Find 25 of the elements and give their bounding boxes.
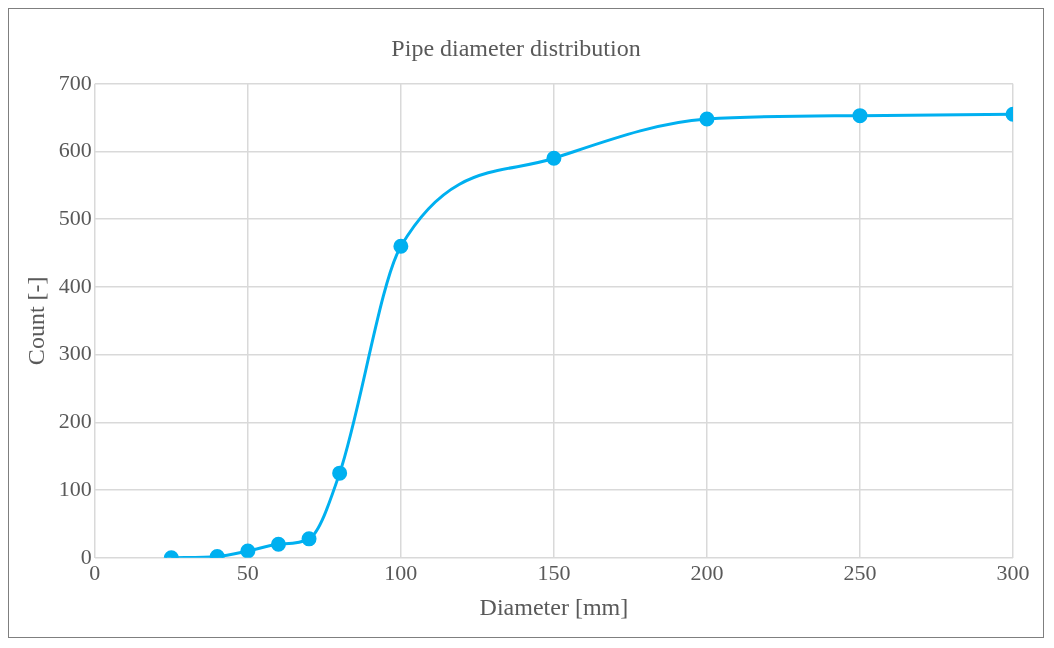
x-tick-label: 300 xyxy=(996,559,1030,585)
point xyxy=(393,238,409,254)
point xyxy=(240,543,256,558)
y-tick-label: 0 xyxy=(80,543,92,569)
y-tick-label: 700 xyxy=(58,69,92,95)
point xyxy=(332,465,348,481)
chart-title: Pipe diameter distribution xyxy=(391,34,641,61)
point xyxy=(852,108,868,124)
point xyxy=(699,111,715,127)
point xyxy=(301,531,317,547)
point xyxy=(270,536,286,552)
y-tick-label: 300 xyxy=(58,340,92,366)
y-tick-label: 100 xyxy=(58,475,92,501)
point xyxy=(546,150,562,166)
x-axis-title: Diameter [mm] xyxy=(479,593,629,620)
x-tick-label: 200 xyxy=(690,559,724,585)
y-tick-label: 200 xyxy=(58,408,92,434)
y-tick-label: 600 xyxy=(58,137,92,163)
x-tick-label: 150 xyxy=(537,559,571,585)
y-tick-label: 500 xyxy=(58,205,92,231)
x-tick-label: 250 xyxy=(843,559,877,585)
y-tick-label: 400 xyxy=(58,272,92,298)
x-tick-label: 50 xyxy=(236,559,259,585)
x-tick-label: 100 xyxy=(384,559,418,585)
y-axis-title: Count [-] xyxy=(22,276,49,366)
